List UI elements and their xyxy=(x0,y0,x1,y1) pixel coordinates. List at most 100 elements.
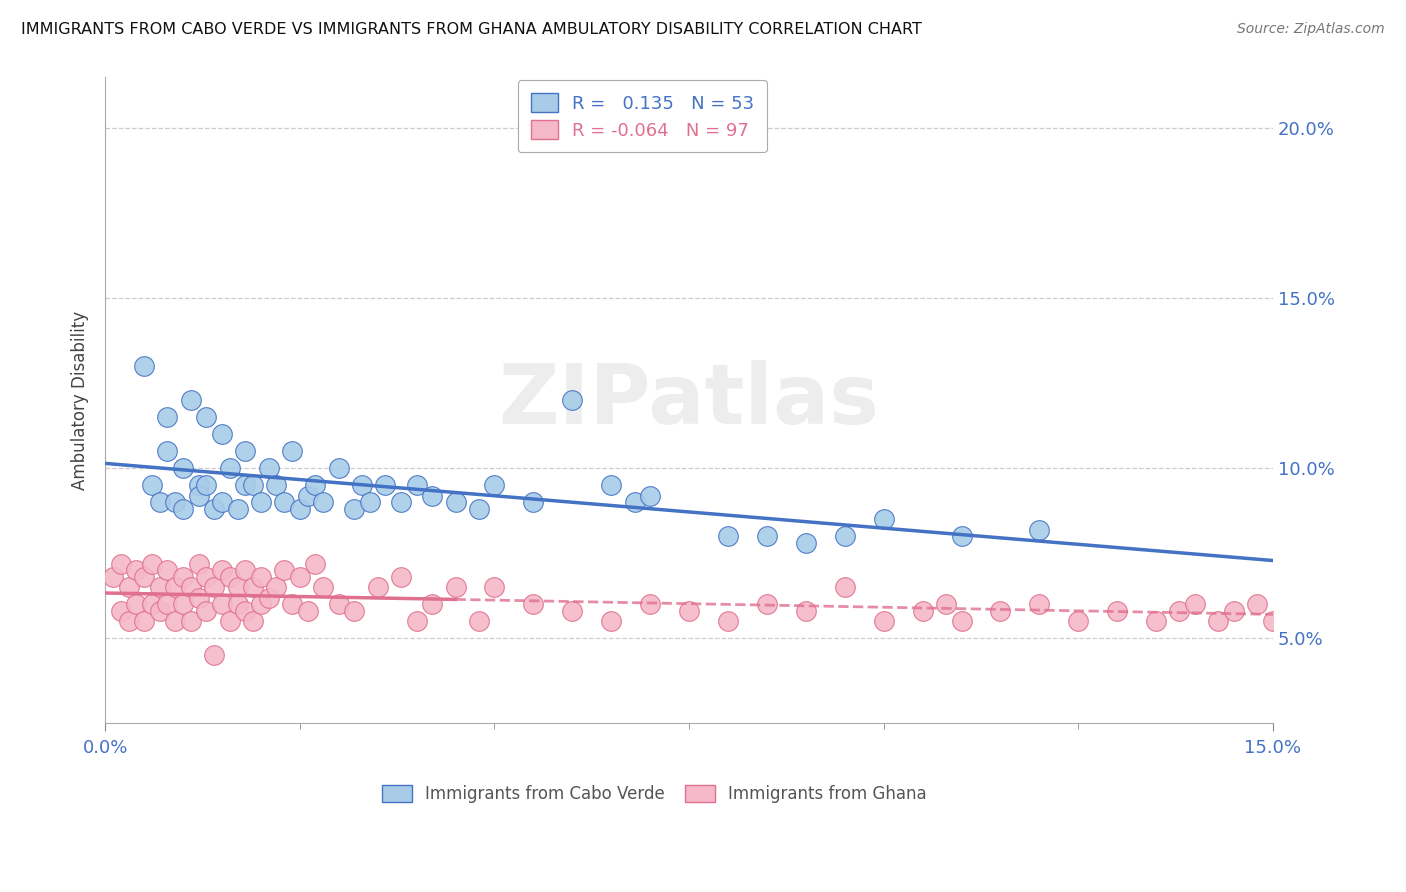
Point xyxy=(1261,615,1284,629)
Point xyxy=(1386,604,1406,618)
Point xyxy=(872,512,894,526)
Point xyxy=(1340,615,1362,629)
Point xyxy=(834,580,856,594)
Point xyxy=(242,580,264,594)
Point xyxy=(156,410,179,425)
Point xyxy=(288,502,311,516)
Point xyxy=(561,393,583,408)
Point xyxy=(288,570,311,584)
Point xyxy=(156,444,179,458)
Point xyxy=(180,615,202,629)
Point xyxy=(141,478,163,492)
Point xyxy=(172,461,194,475)
Point xyxy=(125,563,148,577)
Point xyxy=(1292,615,1315,629)
Point xyxy=(195,604,218,618)
Point xyxy=(187,478,209,492)
Point xyxy=(717,615,740,629)
Point xyxy=(990,604,1012,618)
Point xyxy=(1402,615,1406,629)
Point xyxy=(1168,604,1191,618)
Point xyxy=(1277,604,1299,618)
Point xyxy=(195,478,218,492)
Point xyxy=(172,502,194,516)
Point xyxy=(134,570,156,584)
Point xyxy=(149,495,172,509)
Point xyxy=(1028,523,1050,537)
Point xyxy=(312,580,335,594)
Point xyxy=(202,502,225,516)
Text: Source: ZipAtlas.com: Source: ZipAtlas.com xyxy=(1237,22,1385,37)
Point xyxy=(678,604,700,618)
Point xyxy=(141,598,163,612)
Point xyxy=(266,478,288,492)
Point xyxy=(367,580,389,594)
Point xyxy=(794,604,817,618)
Point xyxy=(187,591,209,605)
Point xyxy=(141,557,163,571)
Point xyxy=(834,529,856,543)
Point xyxy=(187,489,209,503)
Point xyxy=(195,570,218,584)
Point xyxy=(187,557,209,571)
Point xyxy=(134,615,156,629)
Point xyxy=(304,557,326,571)
Point xyxy=(911,604,934,618)
Point xyxy=(312,495,335,509)
Point xyxy=(1223,604,1246,618)
Point xyxy=(211,495,233,509)
Point xyxy=(1324,615,1347,629)
Point xyxy=(110,604,132,618)
Text: ZIPatlas: ZIPatlas xyxy=(499,359,880,441)
Point xyxy=(638,489,661,503)
Point xyxy=(211,563,233,577)
Point xyxy=(297,489,319,503)
Point xyxy=(420,489,443,503)
Text: IMMIGRANTS FROM CABO VERDE VS IMMIGRANTS FROM GHANA AMBULATORY DISABILITY CORREL: IMMIGRANTS FROM CABO VERDE VS IMMIGRANTS… xyxy=(21,22,922,37)
Point xyxy=(1067,615,1090,629)
Point xyxy=(297,604,319,618)
Point xyxy=(359,495,381,509)
Point xyxy=(950,529,973,543)
Point xyxy=(1184,598,1206,612)
Point xyxy=(484,580,506,594)
Point xyxy=(444,495,467,509)
Point xyxy=(156,563,179,577)
Point xyxy=(218,615,240,629)
Point xyxy=(794,536,817,550)
Point xyxy=(389,570,412,584)
Point xyxy=(226,502,249,516)
Point xyxy=(1208,615,1230,629)
Point xyxy=(101,570,124,584)
Point xyxy=(328,461,350,475)
Point xyxy=(165,615,187,629)
Point xyxy=(1355,598,1378,612)
Point xyxy=(149,580,172,594)
Point xyxy=(468,502,491,516)
Point xyxy=(117,615,139,629)
Point xyxy=(352,478,374,492)
Point xyxy=(165,580,187,594)
Point xyxy=(1371,604,1393,618)
Point xyxy=(343,502,366,516)
Point xyxy=(1144,615,1167,629)
Point xyxy=(1316,598,1339,612)
Point xyxy=(935,598,957,612)
Point xyxy=(211,427,233,442)
Point xyxy=(405,478,427,492)
Point xyxy=(405,615,427,629)
Point xyxy=(195,410,218,425)
Point xyxy=(1107,604,1129,618)
Point xyxy=(623,495,645,509)
Point xyxy=(281,444,304,458)
Point xyxy=(125,598,148,612)
Point xyxy=(1393,598,1406,612)
Point xyxy=(389,495,412,509)
Point xyxy=(172,570,194,584)
Point xyxy=(273,495,295,509)
Point xyxy=(638,598,661,612)
Point xyxy=(522,598,544,612)
Point xyxy=(484,478,506,492)
Point xyxy=(600,615,623,629)
Point xyxy=(950,615,973,629)
